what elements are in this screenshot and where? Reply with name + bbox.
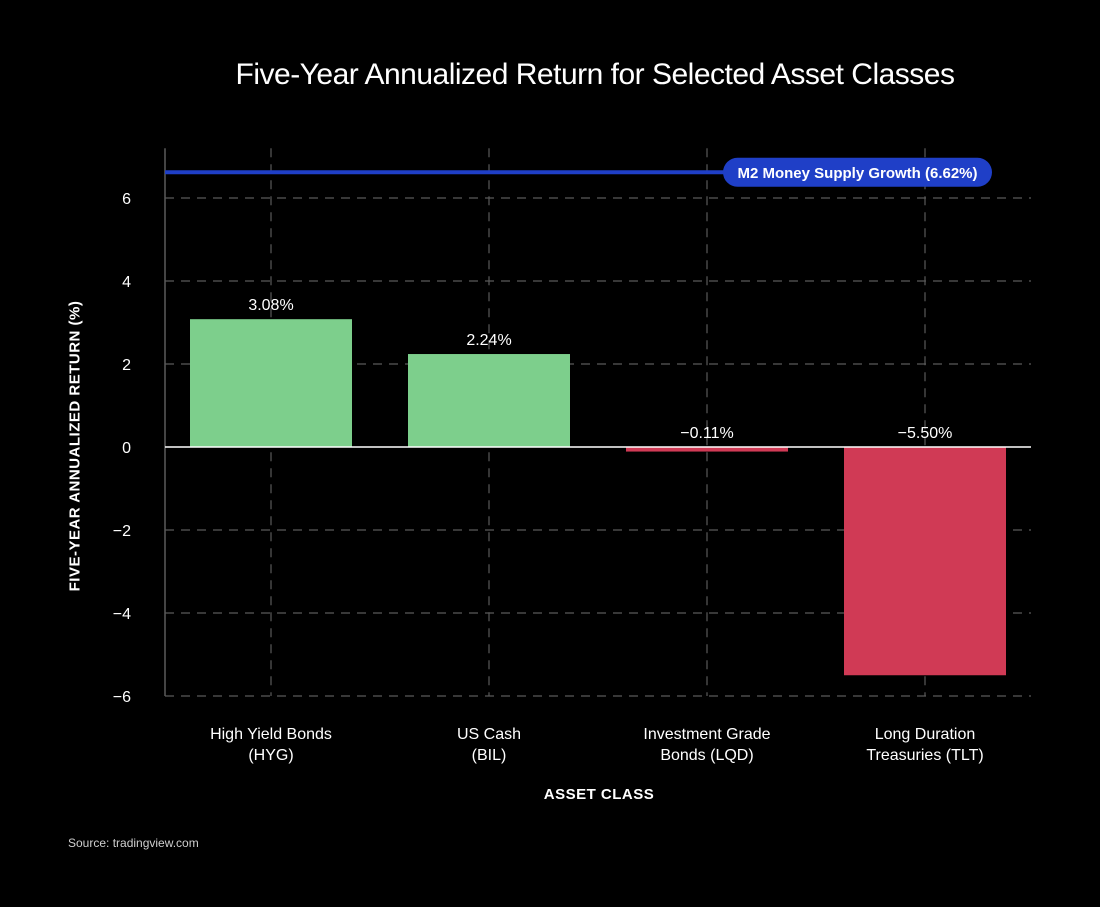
y-tick-label: −2 bbox=[113, 523, 131, 540]
x-tick-label: Bonds (LQD) bbox=[660, 747, 753, 764]
bar bbox=[190, 319, 352, 447]
x-tick-label: Long Duration bbox=[875, 726, 976, 743]
data-label: −5.50% bbox=[898, 425, 953, 442]
chart-title: Five-Year Annualized Return for Selected… bbox=[235, 58, 955, 91]
data-label: 3.08% bbox=[248, 297, 293, 314]
y-tick-label: 6 bbox=[122, 191, 131, 208]
source-note: Source: tradingview.com bbox=[68, 836, 199, 850]
x-tick-label: High Yield Bonds bbox=[210, 726, 332, 743]
data-label: −0.11% bbox=[680, 425, 734, 442]
x-tick-label: (HYG) bbox=[248, 747, 293, 764]
x-axis-label: ASSET CLASS bbox=[543, 786, 655, 803]
y-tick-label: 0 bbox=[122, 440, 131, 457]
bar bbox=[408, 354, 570, 447]
reference-label: M2 Money Supply Growth (6.62%) bbox=[737, 165, 977, 182]
x-tick-label: Investment Grade bbox=[643, 726, 770, 743]
y-tick-label: −4 bbox=[113, 606, 131, 623]
bar bbox=[626, 447, 788, 452]
reference-label-pill bbox=[723, 157, 992, 187]
y-tick-label: 4 bbox=[122, 274, 131, 291]
x-tick-label: US Cash bbox=[457, 726, 521, 743]
y-tick-label: 2 bbox=[122, 357, 131, 374]
x-tick-label: Treasuries (TLT) bbox=[866, 747, 983, 764]
bar bbox=[844, 447, 1006, 676]
data-label: 2.24% bbox=[466, 332, 511, 349]
y-tick-label: −6 bbox=[113, 689, 131, 706]
x-tick-label: (BIL) bbox=[472, 747, 507, 764]
